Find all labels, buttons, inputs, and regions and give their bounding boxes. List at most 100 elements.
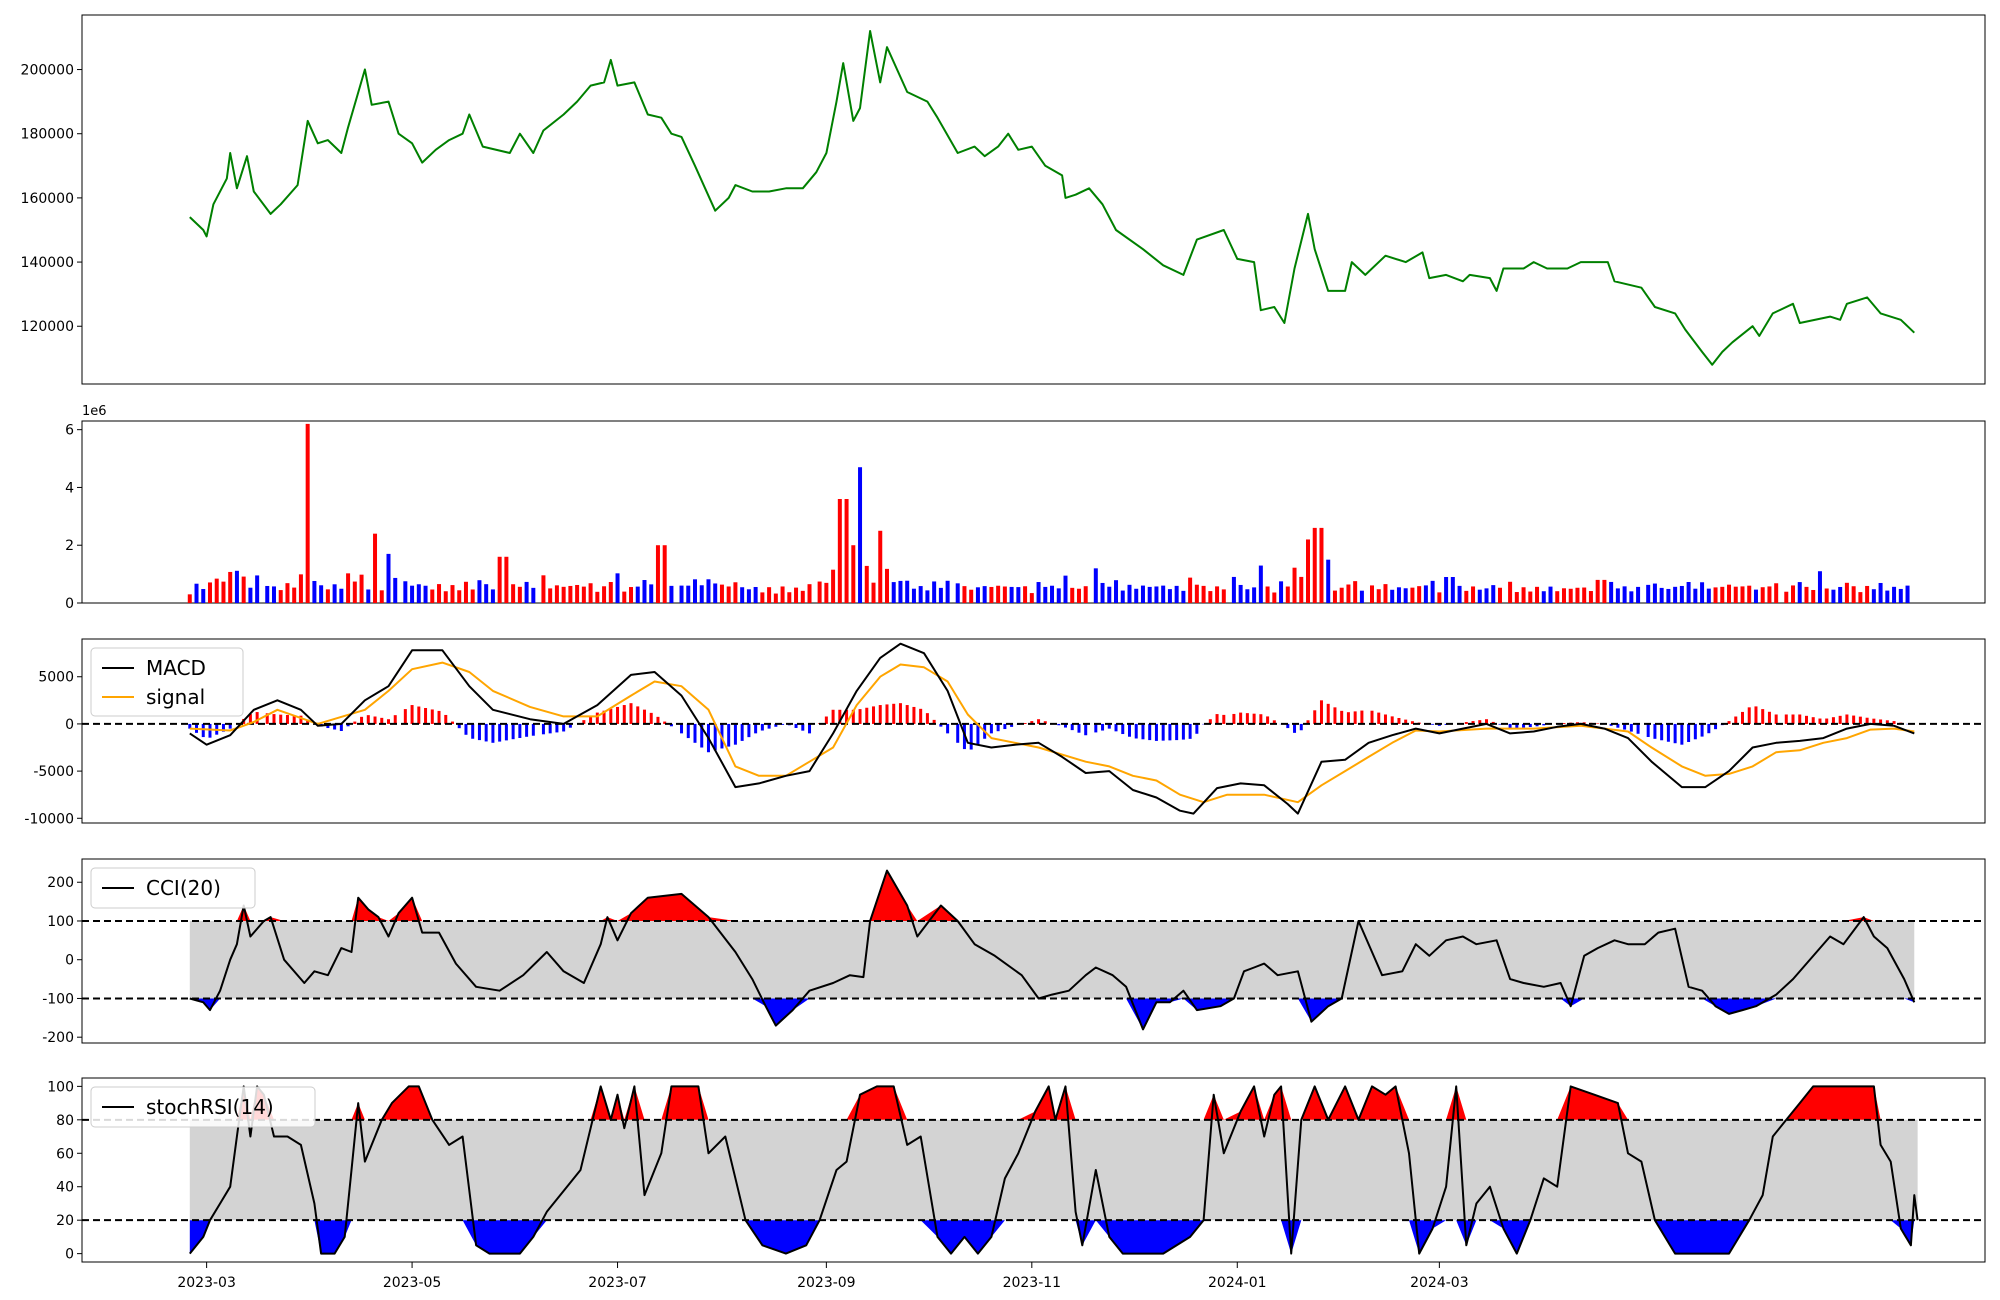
volume-bar: [1582, 587, 1587, 603]
macd-hist-bar: [1134, 723, 1138, 739]
macd-hist-bar: [636, 706, 640, 724]
macd-line: [189, 642, 1915, 815]
volume-bar: [1369, 585, 1374, 603]
volume-bar: [608, 582, 613, 603]
macd-hist-bar: [1114, 723, 1118, 732]
volume-bar: [1326, 559, 1331, 603]
volume-bar: [312, 580, 317, 603]
macd-hist-bar: [1306, 720, 1310, 724]
volume-bar: [214, 578, 219, 603]
volume-bar: [1477, 589, 1482, 603]
macd-hist-bar: [471, 723, 475, 739]
volume-bar: [1568, 588, 1573, 603]
volume-bar: [1221, 589, 1226, 603]
macd-hist-bar: [1804, 715, 1808, 724]
macd-hist-bar: [1141, 723, 1145, 740]
macd-hist-bar: [1010, 723, 1014, 727]
volume-bar: [975, 587, 980, 603]
volume-bar: [1245, 589, 1250, 603]
volume-bar: [1686, 581, 1691, 603]
macd-hist-bar: [801, 723, 805, 731]
volume-bar: [366, 589, 371, 603]
macd-hist-bar: [1057, 723, 1061, 726]
volume-bar: [1043, 586, 1048, 603]
volume-bar: [1727, 584, 1732, 603]
volume-bar: [504, 556, 509, 603]
volume-bar: [298, 574, 303, 603]
macd-hist-bar: [1293, 723, 1297, 733]
macd-hist-bar: [1148, 723, 1152, 741]
macd-hist-bar: [845, 709, 849, 724]
volume-bar: [713, 583, 718, 603]
volume-bar: [851, 545, 856, 603]
macd-hist-bar: [1485, 719, 1489, 724]
volume-bar: [831, 569, 836, 603]
volume-bar: [450, 585, 455, 603]
volume-bar: [1898, 588, 1903, 603]
volume-bar: [1450, 577, 1455, 603]
macd-hist-bar: [582, 720, 586, 724]
volume-bar: [1753, 589, 1758, 603]
cci-below-fill: [189, 998, 1915, 1030]
macd-hist-bar: [878, 705, 882, 724]
macd-hist-bar: [1313, 710, 1317, 724]
macd-hist-bar: [518, 723, 522, 738]
volume-frame: [81, 420, 1986, 604]
macd-hist-bar: [1431, 723, 1435, 725]
volume-bar: [1713, 587, 1718, 603]
volume-bar: [1471, 586, 1476, 603]
volume-bar: [1285, 586, 1290, 603]
macd-hist-bar: [838, 709, 842, 724]
volume-bar: [588, 583, 593, 603]
stochrsi-ytick-label: 100: [47, 1079, 74, 1095]
volume-bar: [241, 576, 246, 603]
macd-hist-bar: [925, 713, 929, 724]
volume-bar: [437, 584, 442, 603]
macd-hist-bar: [1575, 722, 1579, 724]
macd-hist-bar: [1063, 723, 1067, 728]
macd-hist-bar: [498, 723, 502, 742]
volume-bar: [1161, 585, 1166, 603]
volume-bar: [844, 499, 849, 603]
volume-bar: [1646, 584, 1651, 603]
macd-hist-bar: [484, 723, 488, 742]
macd-hist-bar: [851, 709, 855, 724]
volume-bar: [1535, 586, 1540, 603]
macd-hist-bar: [511, 723, 515, 740]
macd-hist-bar: [457, 723, 461, 729]
price-ytick-label: 120000: [21, 319, 74, 335]
volume-ytick-label: 6: [65, 423, 74, 439]
volume-offset-label: 1e6: [82, 404, 107, 419]
volume-bar: [1706, 588, 1711, 603]
volume-bar: [925, 590, 930, 603]
stochrsi-band: [189, 1119, 1918, 1221]
volume-bar: [1140, 585, 1145, 603]
volume-bar: [1339, 587, 1344, 603]
volume-bar: [305, 423, 310, 603]
macd-hist-bar: [1707, 723, 1711, 734]
macd-hist-bar: [541, 723, 545, 735]
volume-bar: [511, 584, 516, 603]
macd-hist-bar: [1831, 717, 1835, 724]
macd-hist-bar: [1673, 723, 1677, 744]
macd-hist-bar: [1767, 711, 1771, 724]
macd-hist-bar: [1370, 710, 1374, 724]
volume-bar: [285, 583, 290, 603]
macd-hist-bar: [1747, 707, 1751, 724]
macd-hist-bar: [1522, 723, 1526, 728]
macd-hist-bar: [1491, 721, 1495, 724]
volume-bar: [1615, 588, 1620, 603]
volume-bar: [753, 586, 758, 603]
volume-bar: [271, 586, 276, 603]
volume-bar: [706, 579, 711, 603]
volume-bar: [615, 573, 620, 603]
macd-hist-bar: [919, 708, 923, 724]
macd-hist-bar: [589, 716, 593, 724]
volume-ytick-label: 0: [65, 596, 74, 612]
macd-hist-bar: [424, 707, 428, 724]
macd-hist-bar: [353, 721, 357, 724]
price-ytick-label: 140000: [21, 255, 74, 271]
macd-hist-bar: [1232, 713, 1236, 724]
volume-bar: [871, 582, 876, 603]
volume-bar: [477, 580, 482, 603]
